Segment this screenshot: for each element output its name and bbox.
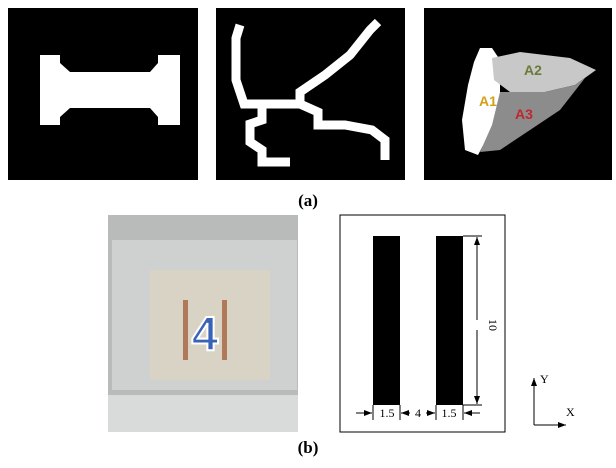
photo — [108, 395, 298, 432]
bar — [436, 236, 463, 405]
region-label: A1 — [479, 93, 497, 109]
axis-label: X — [566, 405, 575, 419]
dimension-label: 1.5 — [442, 406, 457, 420]
region-label: A3 — [515, 106, 533, 122]
region-label: A2 — [524, 62, 542, 78]
panel-label: (b) — [298, 438, 319, 457]
axis-label: Y — [540, 372, 549, 386]
dimension-label: 4 — [415, 406, 421, 420]
dimension-label: 1.5 — [380, 406, 395, 420]
bar — [373, 236, 400, 405]
photo — [183, 300, 188, 360]
axes — [534, 378, 566, 425]
figure: A2 A1 A3 (a) 4 1.5 4 1.5 10 Y X (b) — [0, 0, 616, 468]
photo-digit: 4 — [192, 309, 219, 362]
diagram-frame — [340, 215, 505, 432]
photo — [222, 300, 227, 360]
dimension-label: 10 — [486, 319, 500, 331]
panel-label: (a) — [298, 191, 318, 210]
